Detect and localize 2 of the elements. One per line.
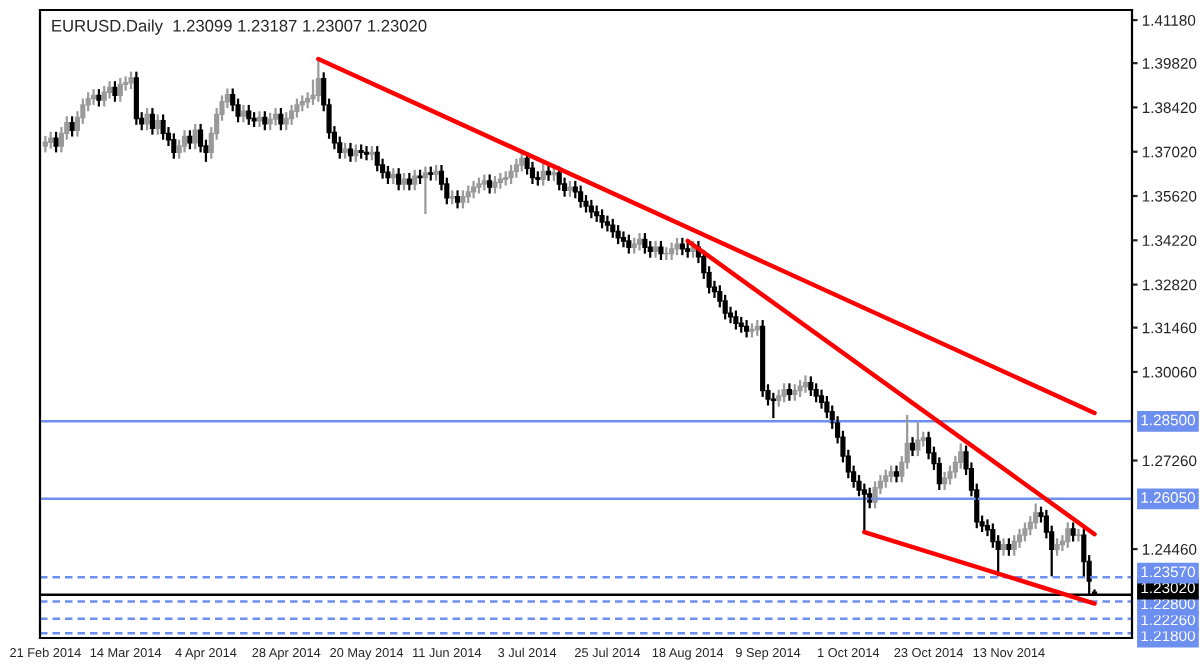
candlestick [567,179,573,198]
text: EURUSD.Daily 1.23099 1.23187 1.23007 1.23020 [52,19,427,35]
